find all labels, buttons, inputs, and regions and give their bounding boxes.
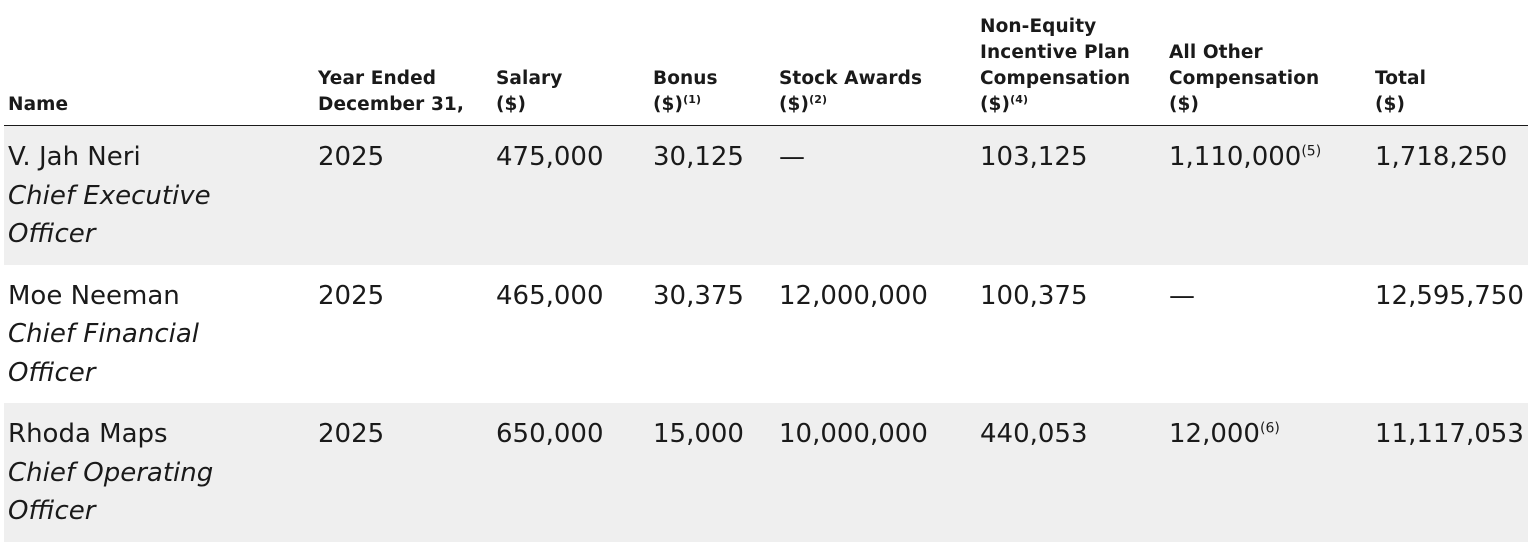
header-row: Name Year Ended December 31, Salary ($) …: [4, 14, 1528, 126]
cell-stock: 10,000,000: [775, 403, 976, 542]
cell-salary: 650,000: [492, 403, 649, 542]
cell-neip: 103,125: [976, 125, 1165, 265]
cell-bonus: 30,125: [649, 125, 775, 265]
executive-title: Chief Operating Officer: [8, 457, 214, 527]
cell-bonus: 15,000: [649, 403, 775, 542]
table-row: Rhoda Maps Chief Operating Officer 2025 650…: [4, 403, 1528, 542]
table-row: Moe Neeman Chief Financial Officer 2025 465…: [4, 265, 1528, 404]
header-bonus: Bonus ($)(1): [649, 14, 775, 126]
compensation-table: Name Year Ended December 31, Salary ($) …: [4, 14, 1528, 542]
cell-stock: 12,000,000: [779, 280, 928, 311]
footnote-ref: (2): [809, 92, 828, 106]
cell-other: 1,110,000(5): [1165, 125, 1371, 265]
executive-name: Rhoda Maps: [8, 419, 168, 449]
footnote-ref: (6): [1259, 420, 1280, 437]
executive-title: Chief Executive Officer: [8, 180, 211, 250]
header-year: Year Ended December 31,: [314, 14, 492, 126]
cell-year: 2025: [314, 125, 492, 265]
cell-total: 12,595,750: [1375, 280, 1524, 311]
header-non-equity: Non-Equity Incentive Plan Compensation (…: [976, 14, 1165, 126]
cell-neip: 100,375: [980, 280, 1088, 311]
header-all-other: All Other Compensation ($): [1165, 14, 1371, 126]
cell-name: Moe Neeman Chief Financial Officer: [4, 265, 314, 404]
header-total: Total ($): [1371, 14, 1528, 126]
executive-name: V. Jah Neri: [8, 142, 141, 172]
cell-total: 1,718,250: [1371, 125, 1528, 265]
cell-salary: 465,000: [496, 280, 604, 311]
cell-total: 11,117,053: [1371, 403, 1528, 542]
header-stock-awards: Stock Awards ($)(2): [775, 14, 976, 126]
cell-other: 12,000(6): [1165, 403, 1371, 542]
executive-name: Moe Neeman: [8, 280, 180, 311]
cell-year: 2025: [314, 403, 492, 542]
cell-other: —: [1169, 280, 1195, 311]
cell-year: 2025: [318, 280, 385, 311]
footnote-ref: (5): [1301, 143, 1322, 160]
header-name: Name: [4, 14, 314, 126]
cell-stock: —: [775, 125, 976, 265]
cell-name: Rhoda Maps Chief Operating Officer: [4, 403, 314, 542]
executive-title: Chief Financial Officer: [8, 319, 200, 388]
header-salary: Salary ($): [492, 14, 649, 126]
cell-name: V. Jah Neri Chief Executive Officer: [4, 125, 314, 265]
table-row: V. Jah Neri Chief Executive Officer 2025 47…: [4, 125, 1528, 265]
cell-salary: 475,000: [492, 125, 649, 265]
footnote-ref: (1): [683, 92, 702, 106]
footnote-ref: (4): [1010, 92, 1029, 106]
cell-neip: 440,053: [976, 403, 1165, 542]
cell-bonus: 30,375: [653, 280, 744, 311]
